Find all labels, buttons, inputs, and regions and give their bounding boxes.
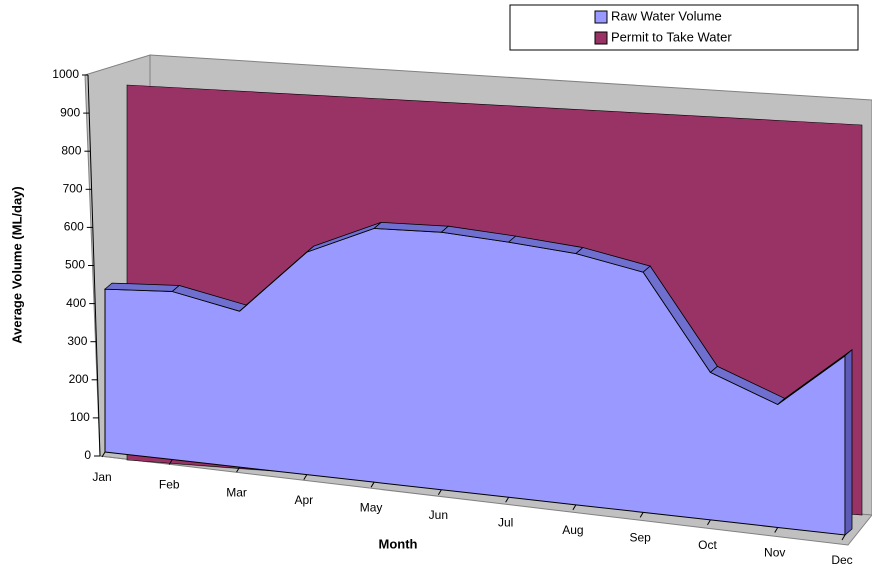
legend-swatch xyxy=(594,10,608,24)
x-tick xyxy=(236,466,240,473)
y-tick-label: 400 xyxy=(66,296,86,310)
y-tick-label: 700 xyxy=(63,181,83,195)
legend-label: Raw Water Volume xyxy=(611,8,722,23)
x-tick-label: Nov xyxy=(764,546,785,560)
x-tick xyxy=(774,527,779,533)
x-tick xyxy=(303,474,308,480)
x-tick xyxy=(841,534,846,541)
y-tick-label: 100 xyxy=(70,410,90,424)
x-tick xyxy=(639,512,644,518)
legend-box xyxy=(509,4,859,51)
x-tick-label: Sep xyxy=(630,531,652,545)
y-tick-label: 900 xyxy=(60,105,80,119)
x-tick-label: Aug xyxy=(562,523,583,537)
area-side xyxy=(844,348,853,536)
y-axis-title: Average Volume (ML/day) xyxy=(9,186,24,343)
y-tick-label: 300 xyxy=(67,334,87,348)
x-tick-label: Jan xyxy=(92,470,111,484)
y-tick-label: 800 xyxy=(61,143,81,157)
x-tick-label: Oct xyxy=(698,538,717,552)
y-tick-label: 1000 xyxy=(52,67,79,81)
x-tick-label: Jul xyxy=(498,515,513,529)
plot xyxy=(103,84,863,536)
x-tick xyxy=(505,497,510,503)
x-tick xyxy=(437,489,442,495)
x-tick-label: Apr xyxy=(294,493,313,507)
x-tick-label: Mar xyxy=(226,485,247,499)
x-tick xyxy=(101,451,106,458)
x-tick xyxy=(707,519,711,526)
x-tick-label: Jun xyxy=(429,508,448,522)
y-tick-label: 500 xyxy=(65,258,85,272)
x-tick-label: Dec xyxy=(831,553,852,567)
x-tick xyxy=(370,481,375,488)
y-tick-label: 0 xyxy=(84,448,91,462)
y-tick-label: 200 xyxy=(69,372,89,386)
x-tick xyxy=(572,504,577,511)
x-tick xyxy=(168,459,173,465)
x-tick-label: Feb xyxy=(159,478,180,492)
y-tick-label: 600 xyxy=(64,220,84,234)
legend-label: Permit to Take Water xyxy=(611,29,732,44)
x-tick-label: May xyxy=(360,500,383,514)
legend-swatch xyxy=(594,31,608,45)
x-axis-title: Month xyxy=(379,536,418,551)
